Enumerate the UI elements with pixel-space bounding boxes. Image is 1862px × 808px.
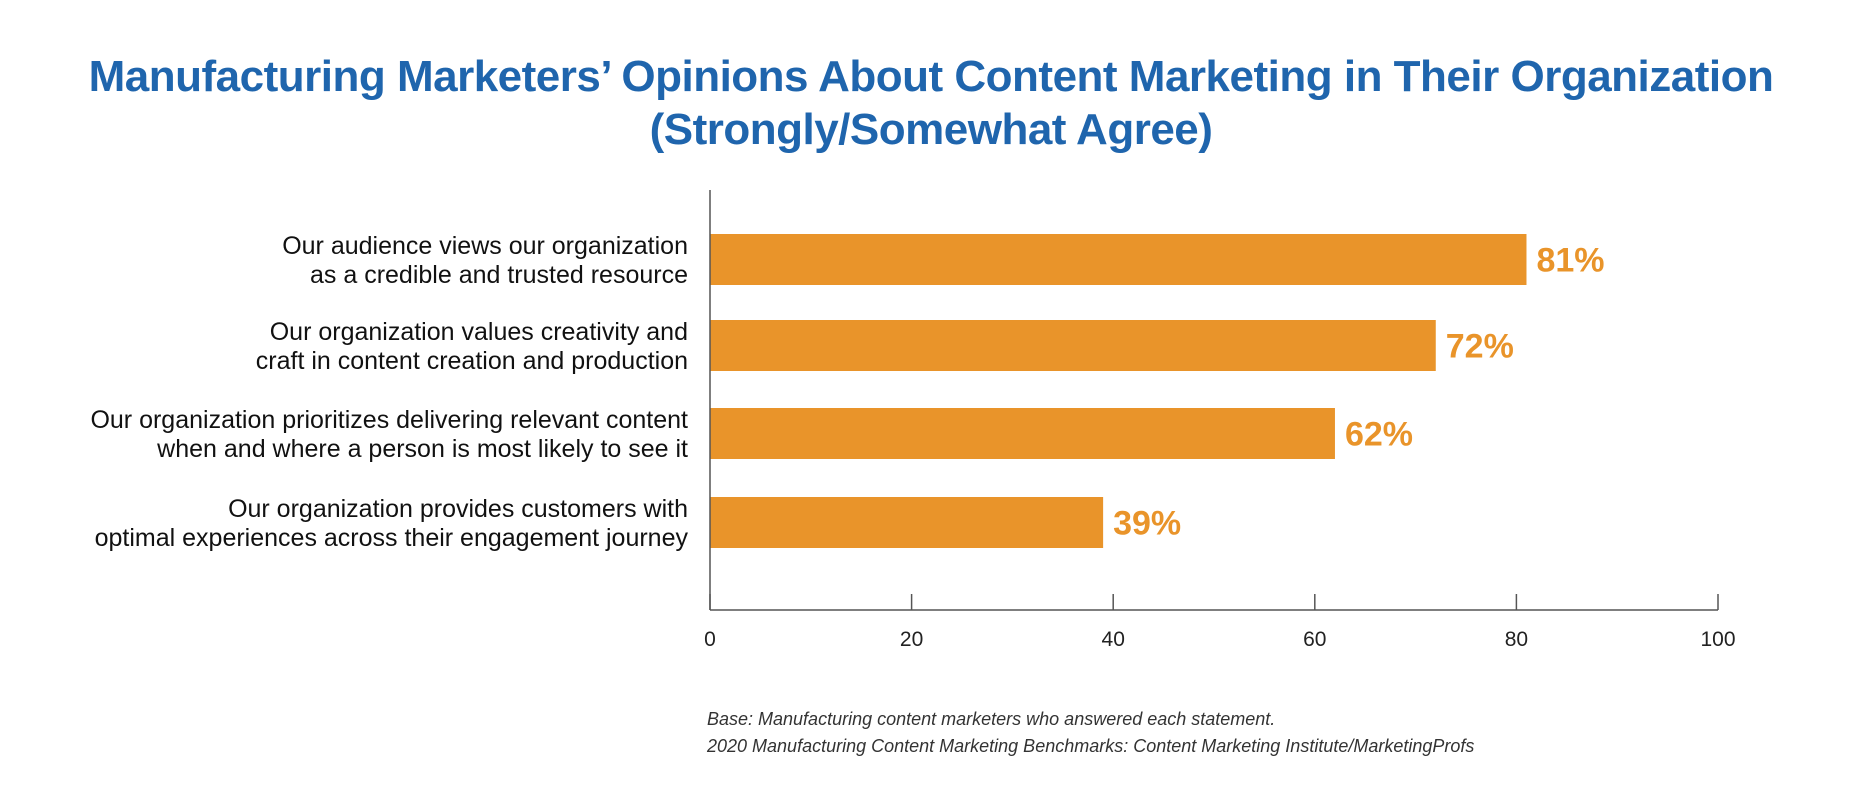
category-label-1-line-2: as a credible and trusted resource	[310, 261, 688, 289]
axis-layer: 0 20 40 60 80 100	[704, 190, 1736, 651]
category-label-4-line-2: optimal experiences across their engagem…	[95, 524, 689, 552]
category-label-1-line-1: Our audience views our organization	[282, 232, 688, 260]
x-tick-label-0: 0	[704, 628, 716, 651]
category-label-3-line-2: when and where a person is most likely t…	[156, 435, 688, 463]
category-label-2-line-2: craft in content creation and production	[256, 347, 688, 375]
bar-1	[710, 234, 1527, 285]
bar-2	[710, 320, 1436, 371]
footnote-source: 2020 Manufacturing Content Marketing Ben…	[707, 736, 1475, 756]
chart-title-line-1: Manufacturing Marketers’ Opinions About …	[88, 52, 1774, 101]
category-label-3-line-1: Our organization prioritizes delivering …	[90, 406, 688, 434]
x-tick-label-20: 20	[900, 628, 923, 651]
footnote: Base: Manufacturing content marketers wh…	[707, 706, 1474, 760]
footnote-base: Base: Manufacturing content marketers wh…	[707, 709, 1276, 729]
x-tick-label-80: 80	[1505, 628, 1528, 651]
category-label-4-line-1: Our organization provides customers with	[228, 495, 688, 523]
bars-layer	[710, 234, 1527, 548]
data-label-2: 72%	[1446, 328, 1514, 366]
category-label-2-line-1: Our organization values creativity and	[270, 318, 688, 346]
chart-title: Manufacturing Marketers’ Opinions About …	[0, 50, 1862, 156]
bar-3	[710, 408, 1335, 459]
labels-layer: 81% Our audience views our organizationas…	[90, 232, 1604, 552]
data-label-3: 62%	[1345, 416, 1413, 454]
bar-4	[710, 497, 1104, 548]
chart-title-line-2: (Strongly/Somewhat Agree)	[649, 105, 1213, 154]
x-tick-label-100: 100	[1700, 628, 1735, 651]
x-tick-label-40: 40	[1102, 628, 1125, 651]
data-label-4: 39%	[1113, 505, 1181, 543]
x-tick-label-60: 60	[1303, 628, 1326, 651]
data-label-1: 81%	[1536, 242, 1604, 280]
